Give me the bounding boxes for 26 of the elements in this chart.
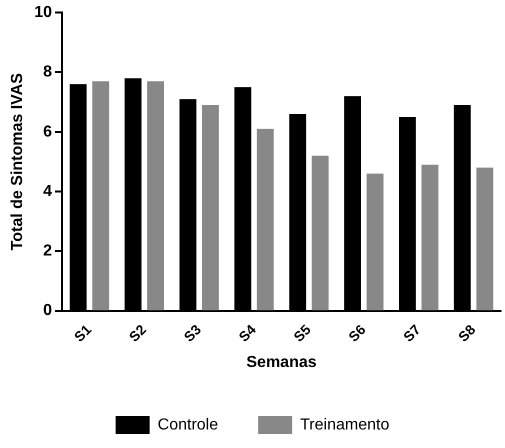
x-tick-label: S4 xyxy=(235,321,260,345)
bar xyxy=(366,174,384,310)
y-tick-label: 10 xyxy=(34,4,52,22)
x-tick-label: S6 xyxy=(345,321,369,345)
x-tick-label: S3 xyxy=(180,321,204,345)
y-tick-label: 8 xyxy=(43,64,52,81)
y-axis-title: Total de Sintomas IVAS xyxy=(9,72,26,250)
bar xyxy=(92,81,110,310)
bar xyxy=(476,168,494,310)
y-tick-label: 4 xyxy=(43,182,52,200)
y-tick-label: 0 xyxy=(43,302,52,320)
y-tick-label: 6 xyxy=(43,123,52,140)
legend-label: Controle xyxy=(158,416,218,434)
legend-label: Treinamento xyxy=(300,416,390,434)
x-tick-label: S5 xyxy=(290,321,314,345)
bar xyxy=(147,81,164,310)
x-tick-label: S8 xyxy=(454,321,479,345)
bar xyxy=(312,156,329,310)
x-tick-label: S1 xyxy=(70,321,94,345)
x-tick-label: S2 xyxy=(126,321,150,345)
bar xyxy=(256,128,274,310)
x-tick-label: S7 xyxy=(400,321,424,345)
y-tick-label: 2 xyxy=(43,242,52,260)
x-axis-title: Semanas xyxy=(246,354,317,371)
bar xyxy=(202,105,219,310)
bar xyxy=(422,164,438,310)
